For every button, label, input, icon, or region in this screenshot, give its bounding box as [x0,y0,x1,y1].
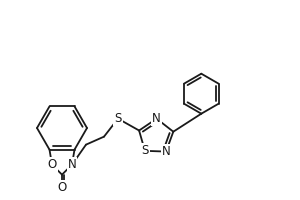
Text: S: S [114,112,122,125]
Text: N: N [152,112,161,125]
Text: O: O [57,181,67,194]
Text: S: S [141,144,148,157]
Text: N: N [68,158,76,171]
Text: O: O [47,158,57,171]
Text: N: N [162,145,170,158]
